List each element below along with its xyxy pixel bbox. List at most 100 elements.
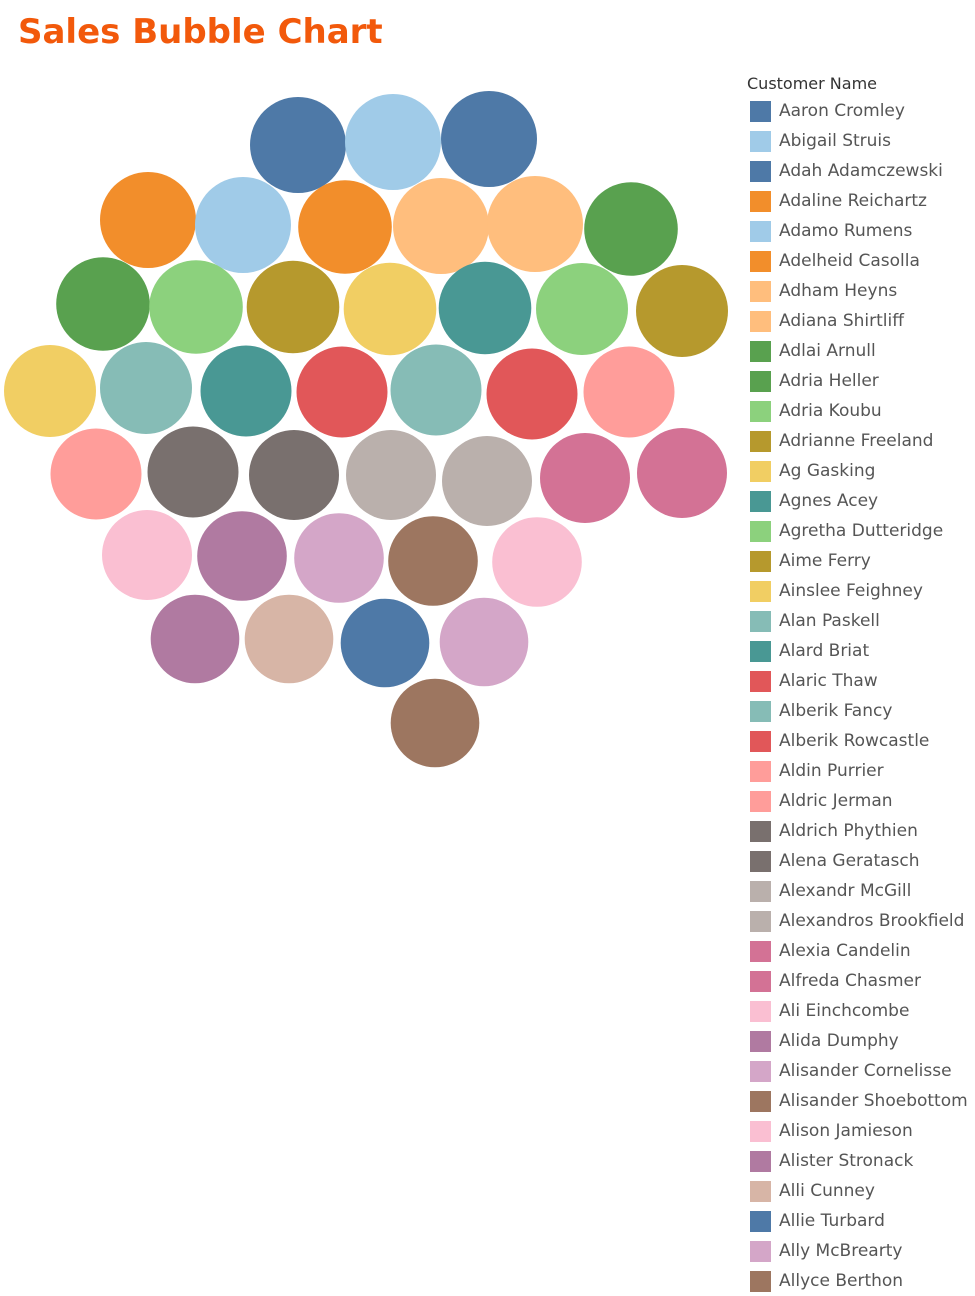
legend-label: Adrianne Freeland <box>779 431 934 451</box>
legend-swatch <box>750 520 771 542</box>
legend-item[interactable]: Alisander Cornelisse <box>747 1056 975 1086</box>
bubble[interactable]: Alberik Fancy <box>390 344 482 436</box>
bubble[interactable]: Adah Adamczewski <box>441 91 537 187</box>
bubble[interactable]: Alard Briat <box>200 345 292 437</box>
bubble[interactable]: Ag Gasking <box>343 262 437 356</box>
legend-item[interactable]: Abigail Struis <box>747 126 975 156</box>
legend-item[interactable]: Adamo Rumens <box>747 216 975 246</box>
legend-item[interactable]: Agretha Dutteridge <box>747 516 975 546</box>
bubble[interactable]: Alister Stronack <box>150 594 240 684</box>
bubble[interactable]: Adlai Arnull <box>584 182 678 276</box>
legend-item[interactable]: Adah Adamczewski <box>747 156 975 186</box>
legend-item[interactable]: Adria Koubu <box>747 396 975 426</box>
legend-item[interactable]: Adrianne Freeland <box>747 426 975 456</box>
bubble[interactable]: Adiana Shirtliff <box>487 176 583 272</box>
bubble[interactable]: Alexandr McGill <box>346 430 436 520</box>
bubble[interactable]: Adaline Reichartz <box>100 172 196 268</box>
legend-item[interactable]: Aldric Jerman <box>747 786 975 816</box>
legend-item[interactable]: Alison Jamieson <box>747 1116 975 1146</box>
legend-item[interactable]: Alan Paskell <box>747 606 975 636</box>
bubble[interactable]: Agretha Dutteridge <box>536 263 628 355</box>
legend-label: Alisander Cornelisse <box>779 1061 952 1081</box>
bubble[interactable]: Adham Heyns <box>393 178 489 274</box>
bubble[interactable]: Alfreda Chasmer <box>637 428 727 518</box>
legend-swatch <box>750 580 771 602</box>
legend-item[interactable]: Adaline Reichartz <box>747 186 975 216</box>
bubble[interactable]: Aime Ferry <box>636 265 728 357</box>
legend-list: Aaron Cromley Abigail Struis Adah Adamczew… <box>747 96 975 1296</box>
legend-item[interactable]: Adiana Shirtliff <box>747 306 975 336</box>
bubble[interactable]: Alexia Candelin <box>540 433 630 523</box>
legend-swatch <box>750 1180 771 1202</box>
legend-item[interactable]: Adelheid Casolla <box>747 246 975 276</box>
legend-item[interactable]: Alexandr McGill <box>747 876 975 906</box>
bubble[interactable]: Abigail Struis <box>345 94 441 190</box>
legend-label: Adah Adamczewski <box>779 161 943 181</box>
bubble[interactable]: Allie Turbard <box>340 598 430 688</box>
legend-label: Aldin Purrier <box>779 761 884 781</box>
legend-swatch <box>750 730 771 752</box>
legend-item[interactable]: Ally McBrearty <box>747 1236 975 1266</box>
legend-item[interactable]: Ainslee Feighney <box>747 576 975 606</box>
legend-item[interactable]: Alard Briat <box>747 636 975 666</box>
bubble[interactable]: Ally McBrearty <box>439 597 529 687</box>
bubble[interactable]: Aldric Jerman <box>50 428 142 520</box>
legend-item[interactable]: Allyce Berthon <box>747 1266 975 1296</box>
legend-swatch <box>750 1060 771 1082</box>
bubble[interactable]: Alberik Rowcastle <box>486 348 578 440</box>
bubble[interactable]: Adelheid Casolla <box>298 180 392 274</box>
legend-item[interactable]: Aldrich Phythien <box>747 816 975 846</box>
legend-item[interactable]: Ali Einchcombe <box>747 996 975 1026</box>
legend-item[interactable]: Alaric Thaw <box>747 666 975 696</box>
legend-item[interactable]: Aldin Purrier <box>747 756 975 786</box>
legend-item[interactable]: Alister Stronack <box>747 1146 975 1176</box>
legend-item[interactable]: Aaron Cromley <box>747 96 975 126</box>
bubble[interactable]: Alisander Cornelisse <box>294 513 384 603</box>
legend-item[interactable]: Alberik Fancy <box>747 696 975 726</box>
legend-swatch <box>750 1030 771 1052</box>
legend-swatch <box>750 1000 771 1022</box>
bubble[interactable]: Adrianne Freeland <box>246 260 340 354</box>
legend-label: Agretha Dutteridge <box>779 521 944 541</box>
bubble[interactable]: Alaric Thaw <box>296 346 388 438</box>
legend-item[interactable]: Adlai Arnull <box>747 336 975 366</box>
legend-item[interactable]: Alfreda Chasmer <box>747 966 975 996</box>
bubble[interactable]: Ainslee Feighney <box>4 345 96 437</box>
bubble[interactable]: Aldrich Phythien <box>147 426 239 518</box>
bubble[interactable]: Allyce Berthon <box>390 678 480 768</box>
bubble[interactable]: Aldin Purrier <box>583 346 675 438</box>
bubble[interactable]: Alisander Shoebottom <box>388 516 478 606</box>
legend-swatch <box>750 100 771 122</box>
legend-item[interactable]: Agnes Acey <box>747 486 975 516</box>
legend-item[interactable]: Alberik Rowcastle <box>747 726 975 756</box>
bubble[interactable]: Alida Dumphy <box>197 511 287 601</box>
legend-item[interactable]: Allie Turbard <box>747 1206 975 1236</box>
bubble[interactable]: Alan Paskell <box>100 342 192 434</box>
legend-item[interactable]: Adham Heyns <box>747 276 975 306</box>
bubble[interactable]: Adria Heller <box>56 257 150 351</box>
bubble[interactable]: Alena Geratasch <box>249 430 339 520</box>
legend-item[interactable]: Alisander Shoebottom <box>747 1086 975 1116</box>
legend-item[interactable]: Alexandros Brookfield <box>747 906 975 936</box>
legend-item[interactable]: Alexia Candelin <box>747 936 975 966</box>
bubble[interactable]: Ali Einchcombe <box>102 510 192 600</box>
legend-item[interactable]: Alida Dumphy <box>747 1026 975 1056</box>
legend-item[interactable]: Alli Cunney <box>747 1176 975 1206</box>
legend-item[interactable]: Alena Geratasch <box>747 846 975 876</box>
legend-item[interactable]: Aime Ferry <box>747 546 975 576</box>
bubble[interactable]: Agnes Acey <box>438 261 532 355</box>
legend-item[interactable]: Adria Heller <box>747 366 975 396</box>
legend-swatch <box>750 640 771 662</box>
bubble[interactable]: Adamo Rumens <box>195 177 291 273</box>
bubble[interactable]: Alli Cunney <box>244 594 334 684</box>
bubble[interactable]: Alexandros Brookfield <box>442 436 532 526</box>
legend-label: Alard Briat <box>779 641 870 661</box>
chart-title: Sales Bubble Chart <box>18 12 383 52</box>
legend-swatch <box>750 490 771 512</box>
legend-swatch <box>750 1270 771 1292</box>
bubble[interactable]: Alison Jamieson <box>492 517 582 607</box>
bubble[interactable]: Adria Koubu <box>149 260 243 354</box>
legend-item[interactable]: Ag Gasking <box>747 456 975 486</box>
legend-label: Alena Geratasch <box>779 851 920 871</box>
bubble[interactable]: Aaron Cromley <box>250 97 346 193</box>
